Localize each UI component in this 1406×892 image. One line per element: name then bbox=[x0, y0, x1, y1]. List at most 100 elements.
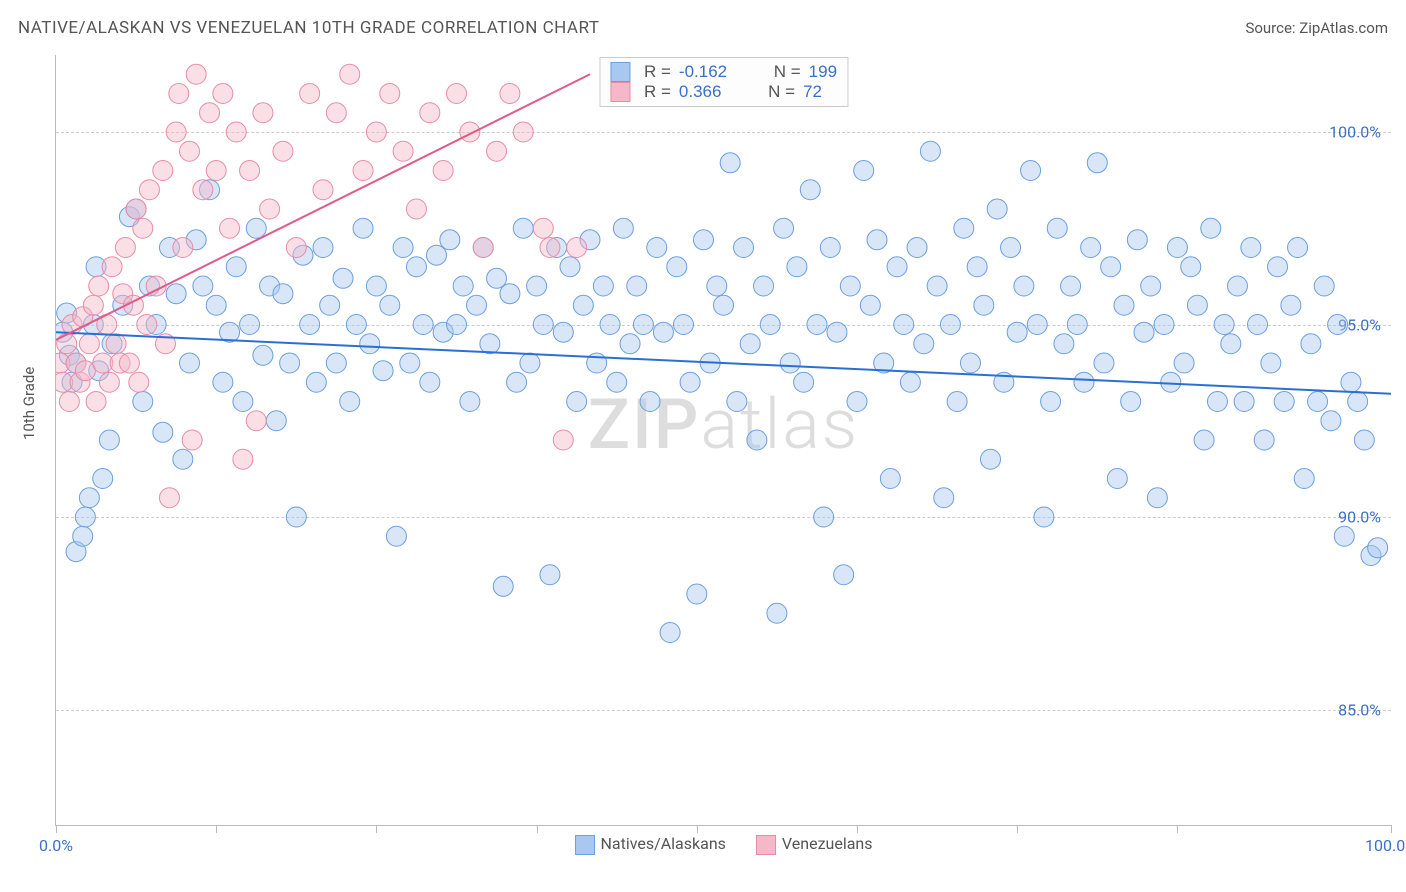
data-point bbox=[206, 295, 226, 315]
source-attribution: Source: ZipAtlas.com bbox=[1245, 19, 1388, 37]
data-point bbox=[73, 526, 93, 546]
x-tick bbox=[56, 825, 57, 833]
data-point bbox=[1341, 372, 1361, 392]
data-point bbox=[520, 353, 540, 373]
data-point bbox=[180, 141, 200, 161]
data-point bbox=[887, 257, 907, 277]
data-point bbox=[714, 295, 734, 315]
data-point bbox=[420, 372, 440, 392]
data-point bbox=[487, 141, 507, 161]
data-point bbox=[240, 161, 260, 181]
data-point bbox=[273, 284, 293, 304]
data-point bbox=[313, 238, 333, 258]
data-point bbox=[360, 334, 380, 354]
data-point bbox=[59, 392, 79, 412]
data-point bbox=[560, 257, 580, 277]
data-point bbox=[553, 322, 573, 342]
data-point bbox=[106, 334, 126, 354]
data-point bbox=[1094, 353, 1114, 373]
data-point bbox=[182, 430, 202, 450]
data-point bbox=[1081, 238, 1101, 258]
data-point bbox=[914, 334, 934, 354]
data-point bbox=[854, 161, 874, 181]
data-point bbox=[847, 392, 867, 412]
data-point bbox=[880, 469, 900, 489]
data-point bbox=[166, 122, 186, 142]
data-point bbox=[173, 238, 193, 258]
data-point bbox=[200, 103, 220, 123]
data-point bbox=[153, 422, 173, 442]
data-point bbox=[1067, 315, 1087, 335]
data-point bbox=[373, 361, 393, 381]
x-tick-label: 100.0% bbox=[1365, 836, 1406, 855]
data-point bbox=[266, 411, 286, 431]
data-point bbox=[83, 295, 103, 315]
data-point bbox=[720, 153, 740, 173]
data-point bbox=[326, 103, 346, 123]
data-point bbox=[774, 218, 794, 238]
data-point bbox=[747, 430, 767, 450]
data-point bbox=[426, 245, 446, 265]
data-point bbox=[540, 565, 560, 585]
data-point bbox=[967, 257, 987, 277]
data-point bbox=[273, 141, 293, 161]
data-point bbox=[1181, 257, 1201, 277]
data-point bbox=[613, 218, 633, 238]
data-point bbox=[79, 334, 99, 354]
data-point bbox=[693, 230, 713, 250]
x-tick bbox=[697, 825, 698, 833]
data-point bbox=[366, 276, 386, 296]
data-point bbox=[647, 238, 667, 258]
legend-swatch bbox=[756, 835, 776, 855]
data-point bbox=[353, 218, 373, 238]
data-point bbox=[500, 84, 520, 104]
data-point bbox=[947, 392, 967, 412]
chart-title: NATIVE/ALASKAN VS VENEZUELAN 10TH GRADE … bbox=[18, 18, 599, 38]
data-point bbox=[89, 276, 109, 296]
data-point bbox=[567, 392, 587, 412]
data-point bbox=[513, 218, 533, 238]
data-point bbox=[380, 84, 400, 104]
data-point bbox=[553, 430, 573, 450]
x-tick-label: 0.0% bbox=[39, 836, 73, 855]
data-point bbox=[1087, 153, 1107, 173]
data-point bbox=[473, 238, 493, 258]
data-point bbox=[129, 372, 149, 392]
data-point bbox=[981, 449, 1001, 469]
data-point bbox=[386, 526, 406, 546]
data-point bbox=[780, 353, 800, 373]
data-point bbox=[734, 238, 754, 258]
x-tick bbox=[1177, 825, 1178, 833]
data-point bbox=[220, 218, 240, 238]
data-point bbox=[1061, 276, 1081, 296]
legend-row: R = -0.162 N = 199 bbox=[610, 62, 837, 82]
data-point bbox=[380, 295, 400, 315]
data-point bbox=[954, 218, 974, 238]
data-point bbox=[794, 372, 814, 392]
data-point bbox=[1314, 276, 1334, 296]
data-point bbox=[253, 103, 273, 123]
data-point bbox=[226, 122, 246, 142]
data-point bbox=[653, 322, 673, 342]
data-point bbox=[940, 315, 960, 335]
data-point bbox=[800, 180, 820, 200]
data-point bbox=[79, 488, 99, 508]
data-point bbox=[137, 315, 157, 335]
data-point bbox=[1034, 507, 1054, 527]
data-point bbox=[680, 372, 700, 392]
data-point bbox=[460, 392, 480, 412]
data-point bbox=[1187, 295, 1207, 315]
data-point bbox=[1207, 392, 1227, 412]
data-point bbox=[346, 315, 366, 335]
legend-item: Natives/Alaskans bbox=[574, 834, 725, 855]
data-point bbox=[834, 565, 854, 585]
correlation-legend: R = -0.162 N = 199R = 0.366 N = 72 bbox=[599, 57, 848, 107]
data-point bbox=[393, 141, 413, 161]
data-point bbox=[667, 257, 687, 277]
data-point bbox=[193, 180, 213, 200]
data-point bbox=[760, 315, 780, 335]
data-point bbox=[393, 238, 413, 258]
legend-label: Venezuelans bbox=[782, 834, 873, 853]
data-point bbox=[86, 392, 106, 412]
data-point bbox=[1241, 238, 1261, 258]
